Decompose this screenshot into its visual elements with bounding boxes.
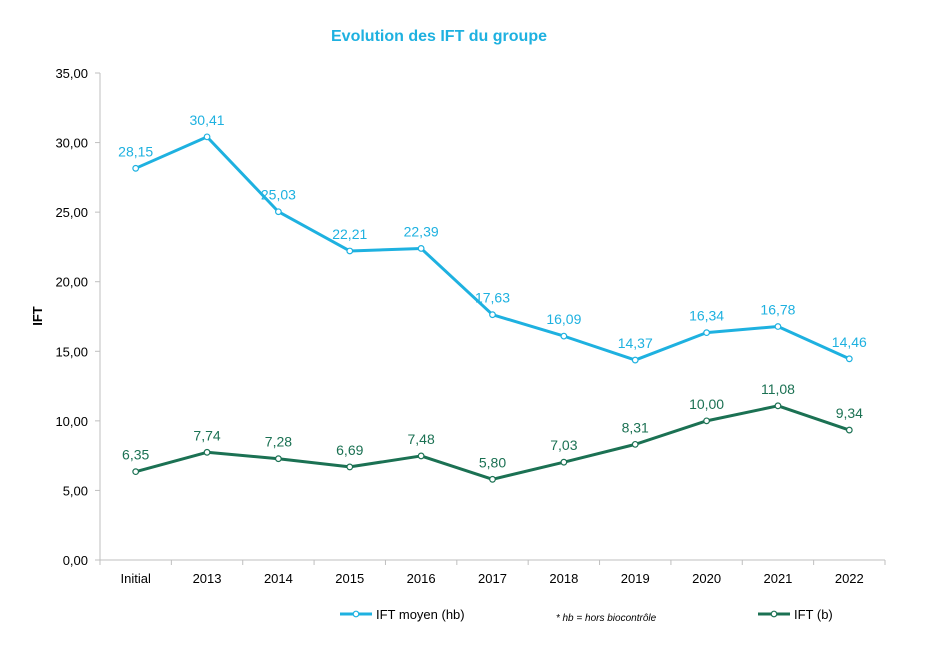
data-label: 22,39 <box>404 223 439 239</box>
x-tick-label: Initial <box>121 571 151 586</box>
data-point <box>774 323 782 330</box>
legend-label: IFT (b) <box>794 607 833 622</box>
data-point <box>489 311 496 319</box>
data-point <box>631 356 639 364</box>
y-tick-label: 35,00 <box>55 66 88 81</box>
data-point <box>275 455 282 463</box>
legend-label: IFT moyen (hb) <box>376 607 465 622</box>
data-label: 25,03 <box>261 187 296 203</box>
data-label: 22,21 <box>332 226 367 242</box>
series-line <box>134 135 851 362</box>
x-tick-label: 2016 <box>407 571 436 586</box>
x-tick-label: 2021 <box>763 571 792 586</box>
data-label: 6,69 <box>336 442 363 458</box>
data-label: 17,63 <box>475 290 510 306</box>
y-tick-label: 20,00 <box>55 275 88 290</box>
chart-title: Evolution des IFT du groupe <box>331 28 547 45</box>
legend: IFT moyen (hb) IFT (b) <box>340 607 833 622</box>
data-label: 8,31 <box>622 419 649 435</box>
series-ift-moyen-hb: 28,15 30,41 25,03 22,21 22,39 17,63 16,09 14,37… <box>118 112 867 364</box>
data-point <box>845 355 853 363</box>
series-layer: 28,15 30,41 25,03 22,21 22,39 17,63 16,09 14,37… <box>118 112 867 483</box>
data-label: 16,34 <box>689 308 724 324</box>
data-label: 14,37 <box>618 335 653 351</box>
x-tick-label: 2017 <box>478 571 507 586</box>
data-label: 7,48 <box>408 431 435 447</box>
data-label: 5,80 <box>479 454 506 470</box>
x-tick-label: 2013 <box>193 571 222 586</box>
hb-footnote: * hb = hors biocontrôle <box>556 613 657 624</box>
data-point <box>203 133 211 141</box>
legend-marker <box>770 610 778 618</box>
data-point <box>417 245 425 252</box>
data-point <box>203 448 211 456</box>
x-tick-label: 2015 <box>335 571 364 586</box>
data-label: 30,41 <box>190 112 225 128</box>
y-tick-label: 10,00 <box>55 414 88 429</box>
data-point <box>132 468 140 476</box>
y-tick-label: 25,00 <box>55 205 88 220</box>
data-label: 10,00 <box>689 396 724 412</box>
data-point <box>346 247 354 255</box>
data-point <box>774 402 782 410</box>
data-point <box>560 458 568 466</box>
y-axis: 0,00 5,00 10,00 15,00 20,00 25,00 30,00 35,00 <box>55 66 101 568</box>
data-point <box>703 417 710 425</box>
x-tick-label: 2014 <box>264 571 293 586</box>
data-point <box>489 475 496 483</box>
x-tick-label: 2019 <box>621 571 650 586</box>
series-ift-b: 6,35 7,74 7,28 6,69 7,48 5,80 7,03 8,31 10,00 11,… <box>122 381 863 483</box>
data-label: 16,09 <box>546 311 581 327</box>
data-label: 16,78 <box>760 302 795 318</box>
data-point <box>346 463 354 471</box>
data-label: 7,74 <box>193 427 220 443</box>
x-tick-label: 2020 <box>692 571 721 586</box>
data-point <box>275 208 282 216</box>
x-tick-label: 2022 <box>835 571 864 586</box>
data-label: 7,03 <box>550 437 577 453</box>
data-point <box>631 440 639 448</box>
y-tick-label: 5,00 <box>63 483 88 498</box>
y-tick-label: 30,00 <box>55 136 88 151</box>
data-label: 11,08 <box>761 381 795 397</box>
legend-marker <box>352 610 360 618</box>
data-point <box>560 332 568 340</box>
y-tick-label: 0,00 <box>63 553 88 568</box>
data-label: 14,46 <box>832 334 867 350</box>
data-label: 9,34 <box>836 405 863 421</box>
data-point <box>845 426 853 434</box>
data-label: 6,35 <box>122 447 149 463</box>
y-axis-label: IFT <box>30 306 45 326</box>
data-label: 28,15 <box>118 143 153 159</box>
data-label: 7,28 <box>265 434 292 450</box>
data-point <box>132 164 140 172</box>
x-axis: Initial 2013 2014 2015 2016 2017 2018 2019 2020 2… <box>99 559 886 586</box>
x-tick-label: 2018 <box>549 571 578 586</box>
data-point <box>703 329 710 337</box>
y-tick-label: 15,00 <box>55 344 88 359</box>
data-point <box>417 452 425 460</box>
